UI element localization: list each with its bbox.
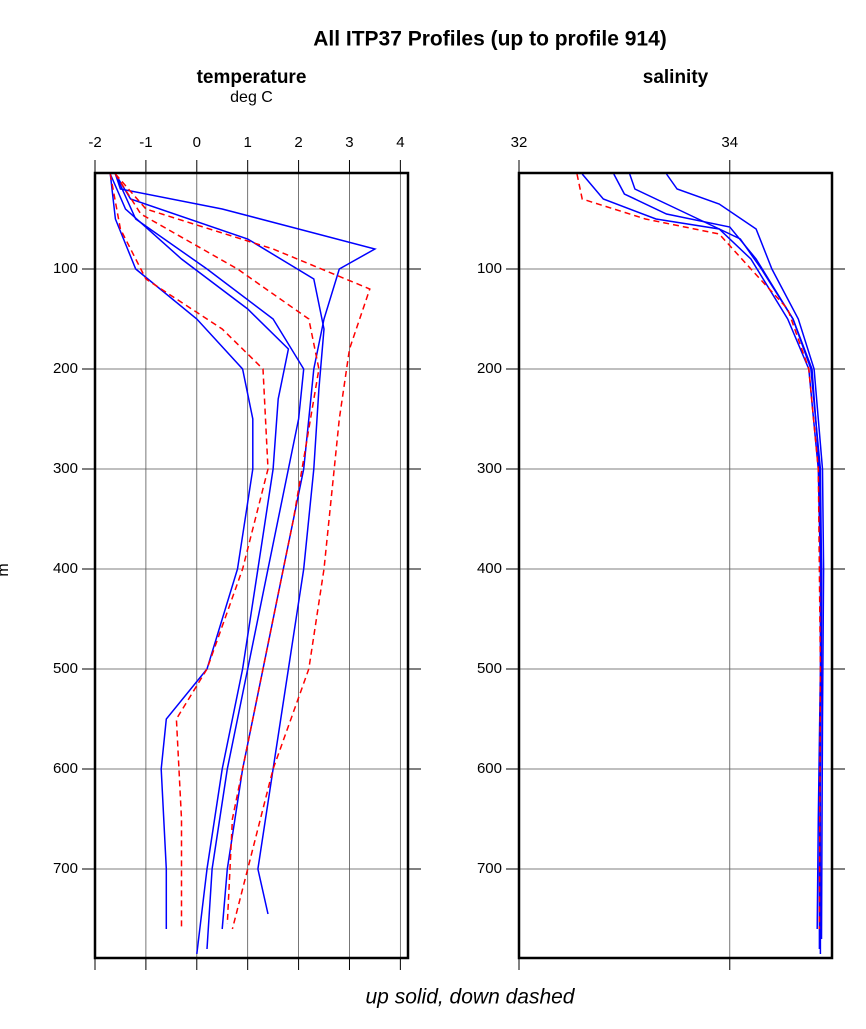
x-tick-label: 3 [345,134,353,151]
profile-line [109,173,290,955]
profile-line [613,173,823,954]
y-tick-label: 200 [477,360,502,377]
x-axis-label: deg C [230,89,273,106]
profile-line [114,173,320,925]
y-tick-label: 400 [477,560,502,577]
profile-line [114,173,325,915]
y-tick-label: 100 [477,260,502,277]
x-tick-label: 32 [511,134,528,151]
profile-line [114,173,377,930]
x-tick-label: 4 [396,134,404,151]
y-tick-label: 700 [477,860,502,877]
y-tick-label: 200 [53,360,78,377]
y-tick-label: 400 [53,560,78,577]
profile-line [665,173,825,940]
panel-title: temperature [197,67,307,88]
x-tick-label: -2 [88,134,101,151]
y-tick-label: 500 [53,660,78,677]
y-tick-label: 300 [53,460,78,477]
caption: up solid, down dashed [366,986,576,1009]
profile-line [581,173,822,930]
x-tick-label: 2 [294,134,302,151]
plot-frame [93,171,410,960]
panel-title: salinity [643,67,709,88]
profile-line [114,173,305,950]
y-tick-label: 600 [53,760,78,777]
y-tick-label: 100 [53,260,78,277]
profile-line [576,173,822,930]
y-tick-label: 300 [477,460,502,477]
x-tick-label: 0 [193,134,201,151]
plot-frame [517,171,834,960]
profile-line [109,173,269,929]
chart-title: All ITP37 Profiles (up to profile 914) [313,28,667,51]
y-tick-label: 500 [477,660,502,677]
y-axis-label: m [0,563,12,576]
y-tick-label: 600 [477,760,502,777]
profile-line [114,173,371,930]
y-tick-label: 700 [53,860,78,877]
x-tick-label: 34 [721,134,738,151]
x-tick-label: 1 [244,134,252,151]
profile-line [109,173,254,929]
x-tick-label: -1 [139,134,152,151]
